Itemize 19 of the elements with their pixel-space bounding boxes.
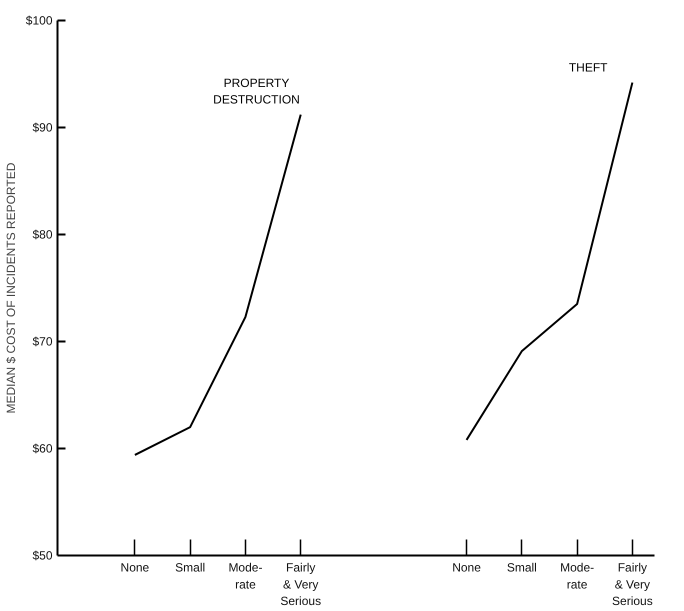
x-tick-label: Small: [175, 560, 206, 574]
y-tick-label: $50: [32, 548, 53, 562]
line-series: [466, 82, 634, 441]
y-axis-title: MEDIAN $ COST OF INCIDENTS REPORTED: [4, 162, 18, 414]
line-series: [134, 114, 302, 456]
series-label: PROPERTY DESTRUCTION: [213, 76, 300, 107]
y-tick-label: $80: [32, 228, 53, 242]
x-tick-label: None: [452, 560, 482, 574]
y-tick-label: $70: [32, 334, 53, 348]
x-tick-label: None: [120, 560, 150, 574]
x-tick-label: Fairly & Very Serious: [280, 560, 322, 608]
x-tick-label: Mode- rate: [228, 560, 262, 592]
x-tick-label: Mode- rate: [560, 560, 594, 592]
text: THEFT: [568, 60, 608, 75]
x-tick-label: Small: [506, 560, 537, 574]
x-tick-label: Fairly & Very Serious: [612, 560, 653, 608]
y-tick-label: $90: [32, 120, 53, 134]
y-tick-label: $60: [32, 442, 53, 456]
y-tick-label: $100: [26, 14, 53, 28]
